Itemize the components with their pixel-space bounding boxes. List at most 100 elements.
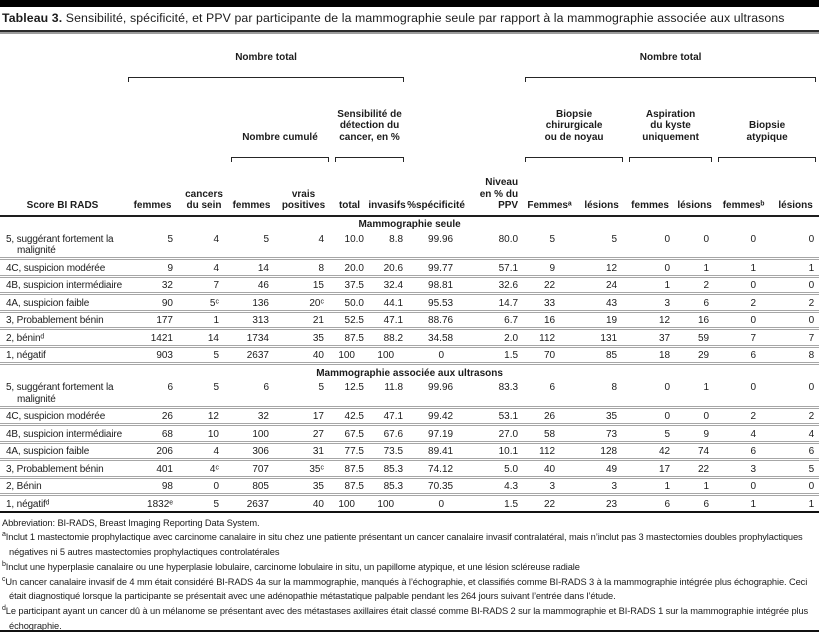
footnote: aInclut 1 mastectomie prophylactique ave… [2, 531, 803, 558]
column-header-ppv: Niveau en % du PPV [457, 173, 523, 217]
table-row: 2, Bénin 98 0 805 35 87.5 85.3 70.35 4.3 3 3 1 1 0 0 [0, 477, 819, 496]
data-cell: 73 [577, 424, 627, 444]
data-cell: 2 [715, 407, 773, 426]
table-row: 4C, suspicion modérée 26 12 32 17 42.5 47.1 99.… [0, 407, 819, 426]
data-cell: 42.5 [332, 407, 367, 426]
data-cell: 1 [750, 498, 757, 510]
data-cell: 136 [228, 293, 275, 313]
data-cell: 1 [772, 258, 819, 278]
data-cell: 5.0 [457, 459, 523, 479]
header-group-row-1: Nombre total Nombre total [0, 37, 819, 93]
data-cell: 35 [275, 328, 332, 348]
data-cell: 100 [367, 346, 408, 365]
data-cell: 20ᶜ [275, 293, 332, 313]
data-cell: 74.12 [407, 459, 458, 479]
group-label: Aspiration du kyste uniquement [642, 108, 699, 143]
data-cell: 10.1 [457, 442, 523, 461]
table-row: 4B, suspicion intermédiaire 68 10 100 27 67.5… [0, 424, 819, 444]
data-cell: 27.0 [457, 424, 523, 444]
group-label: Sensibilité de détection du cancer, en % [337, 108, 402, 143]
header-spacer [0, 93, 125, 173]
column-header-femmes-biopsie: Femmesᵃ [522, 173, 578, 217]
data-cell: 6 [125, 379, 180, 409]
data-cell: 6 [674, 293, 716, 313]
data-cell: 5 [180, 346, 228, 365]
column-header-invasifs: invasifs [367, 173, 408, 217]
data-cell: 40 [275, 346, 332, 365]
data-cell: 100 [228, 424, 275, 444]
group-nombre-total-right: Nombre total [522, 37, 819, 93]
group-label: Biopsie chirurgicale ou de noyau [544, 108, 604, 143]
data-cell: 9 [125, 258, 180, 278]
data-cell: 0 [715, 311, 773, 330]
data-cell: 99.96 [407, 379, 458, 409]
footnote-divider-rule [0, 510, 819, 513]
data-cell: 87.5 [332, 459, 367, 479]
data-cell: 0 [180, 477, 228, 496]
results-table: Nombre total Nombre total Nombre cumulé … [0, 37, 819, 511]
data-cell: 0 [772, 477, 819, 496]
table-body: Mammographie seule 5, suggérant fortement… [0, 216, 819, 511]
data-cell: 5 [213, 498, 219, 510]
data-cell: 95.53 [407, 293, 458, 313]
data-cell: 77.5 [332, 442, 367, 461]
column-header-cancers-du-sein: cancers du sein [180, 173, 228, 217]
data-cell: 12 [180, 407, 228, 426]
data-cell: 15 [275, 276, 332, 295]
footnote-marker: a [2, 531, 6, 539]
footnote: Abbreviation: BI-RADS, Breast Imaging Re… [2, 517, 260, 528]
data-cell: 97.19 [407, 424, 458, 444]
column-header-lesions-biopsie: lésions [577, 173, 627, 217]
data-cell: 6 [703, 498, 710, 510]
group-bracket [335, 156, 405, 162]
data-cell: 4ᶜ [180, 459, 228, 479]
data-cell: 4 [180, 442, 228, 461]
column-header-score-birads: Score BI RADS [0, 173, 125, 217]
data-cell: 0 [772, 379, 819, 409]
data-cell: 14 [180, 328, 228, 348]
section-title: Mammographie seule [358, 219, 461, 230]
data-cell: 0 [438, 498, 445, 510]
footnote: cUn cancer canalaire invasif de 4 mm éta… [2, 575, 808, 602]
group-nombre-cumule: Nombre cumulé [228, 93, 332, 173]
row-label: 4B, suspicion intermédiaire [0, 276, 125, 295]
data-cell: 4.3 [457, 477, 523, 496]
data-cell: 7 [180, 276, 228, 295]
data-cell: 1 [715, 258, 773, 278]
row-label: 3, Probablement bénin [0, 459, 125, 479]
group-label: Nombre total [639, 51, 702, 63]
data-cell: 313 [228, 311, 275, 330]
column-header-femmes-aspiration: femmes [626, 173, 675, 217]
data-cell: 21 [275, 311, 332, 330]
group-label: Nombre total [235, 51, 297, 63]
header-columns-row: Score BI RADS femmes cancers du sein fem… [0, 173, 819, 217]
data-cell: 4 [275, 231, 332, 260]
data-cell: 32 [228, 407, 275, 426]
row-label: 1, négatifᵈ [6, 498, 50, 510]
section-title: Mammographie associée aux ultrasons [316, 367, 503, 379]
data-cell: 100 [338, 498, 355, 510]
data-cell: 43 [577, 293, 627, 313]
group-bracket [231, 156, 329, 162]
data-cell: 177 [125, 311, 180, 330]
data-cell: 17 [626, 459, 675, 479]
footnote-marker: d [2, 605, 6, 613]
footnote-marker: c [2, 575, 6, 583]
data-cell: 47.1 [367, 407, 408, 426]
data-cell: 0 [626, 231, 675, 260]
footnotes: Abbreviation: BI-RADS, Breast Imaging Re… [0, 513, 819, 633]
data-cell: 40 [522, 459, 578, 479]
data-cell: 3 [577, 477, 627, 496]
column-header-specificite: %spécificité [407, 173, 465, 217]
data-cell: 22 [522, 276, 578, 295]
data-cell: 67.5 [332, 424, 367, 444]
table-title-text: Sensibilité, spécificité, et PPV par par… [65, 11, 785, 25]
data-cell: 46 [228, 276, 275, 295]
data-cell: 8.8 [367, 231, 408, 260]
data-cell: 5 [577, 231, 627, 260]
data-cell: 2 [772, 293, 819, 313]
column-header-vrais-positives: vrais positives [275, 173, 332, 217]
row-label: 4C, suspicion modérée [0, 258, 125, 278]
data-cell: 3 [715, 459, 773, 479]
